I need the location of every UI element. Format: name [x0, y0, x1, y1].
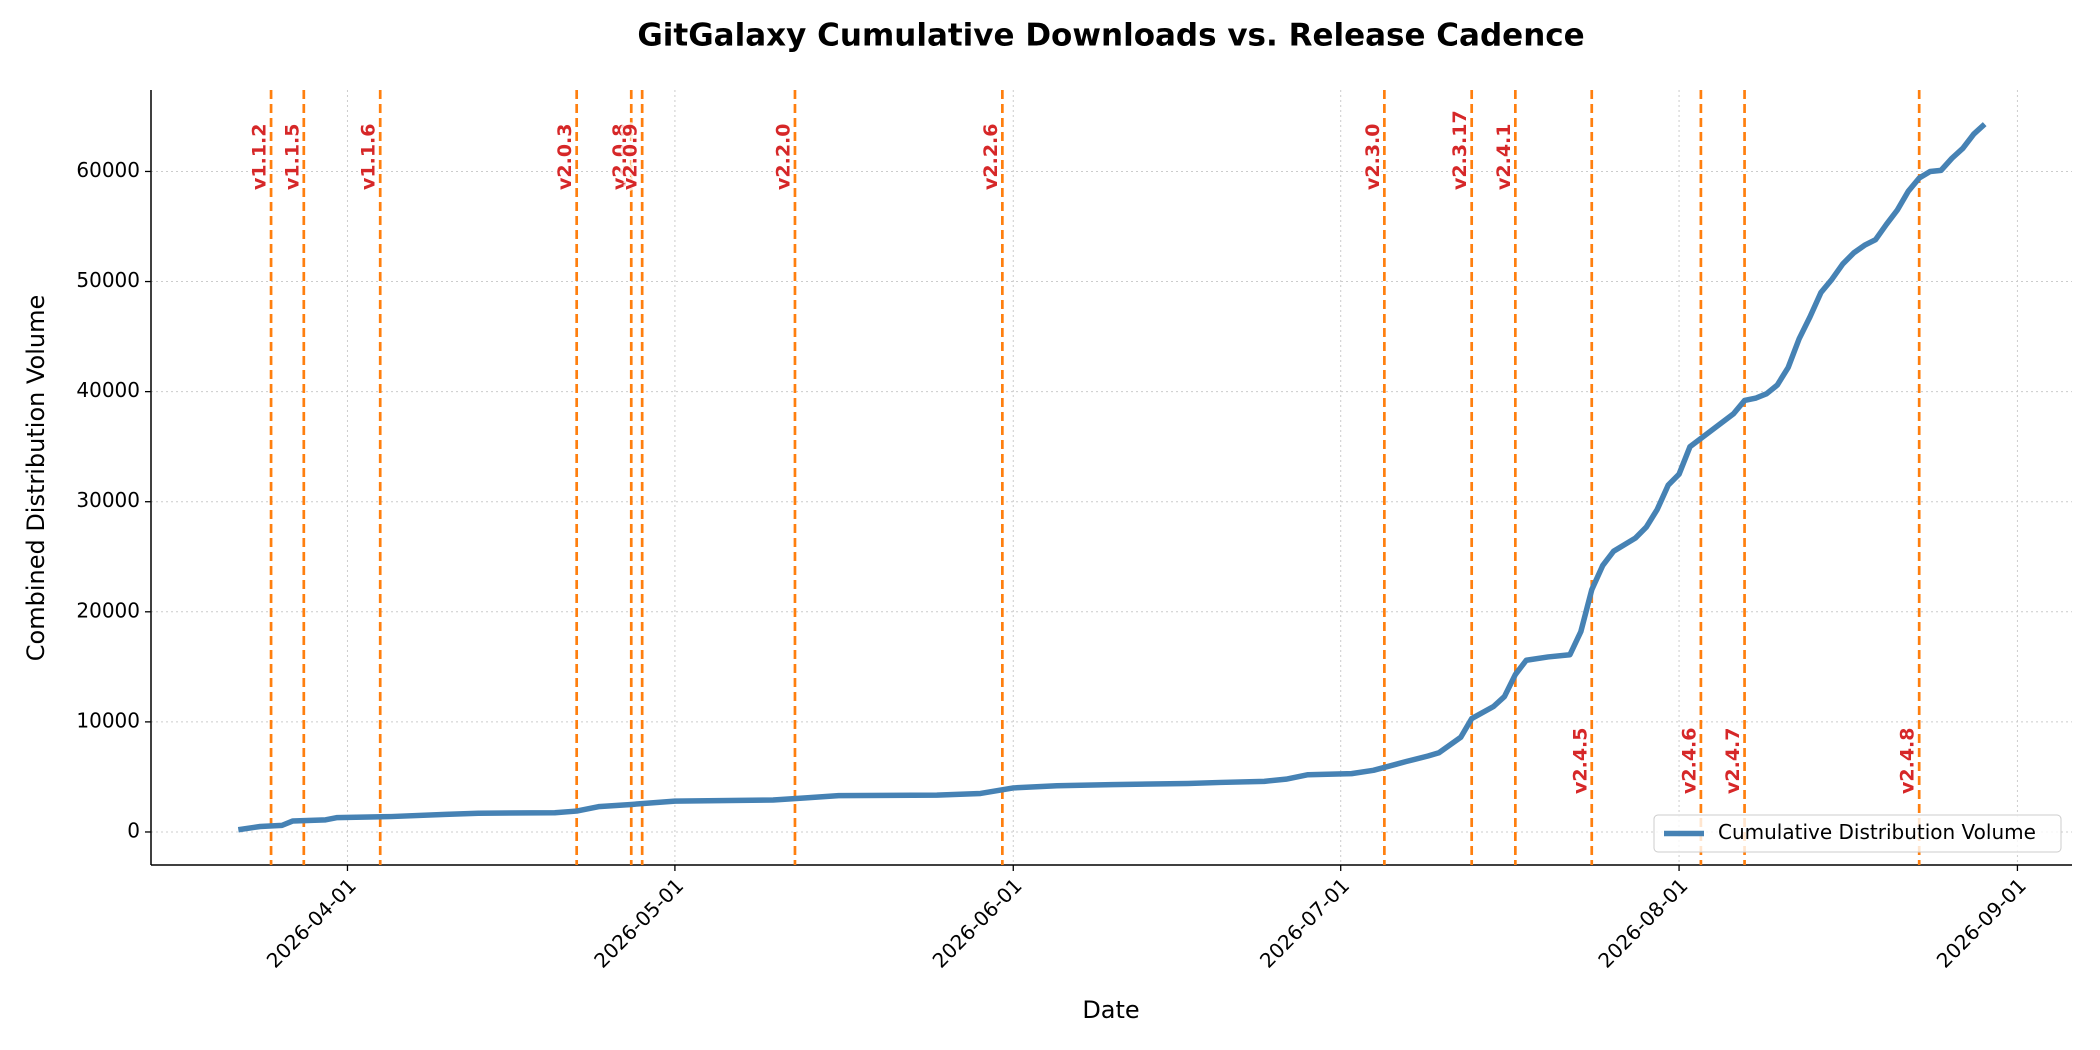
y-tick-label: 60000	[76, 158, 140, 182]
y-axis-label: Combined Distribution Volume	[22, 295, 50, 661]
release-label: v2.4.8	[1897, 728, 1919, 794]
release-label: v2.4.5	[1569, 728, 1591, 794]
legend-label: Cumulative Distribution Volume	[1718, 820, 2036, 844]
x-axis-label: Date	[1082, 996, 1139, 1024]
y-tick-label: 40000	[76, 378, 140, 402]
release-label: v2.3.0	[1362, 124, 1384, 190]
release-label: v2.4.7	[1722, 728, 1744, 794]
x-tick-label: 2026-05-01	[589, 873, 688, 972]
release-label: v2.0.9	[620, 124, 642, 190]
x-tick-label: 2026-06-01	[928, 873, 1027, 972]
release-label: v2.2.0	[772, 124, 794, 190]
legend: Cumulative Distribution Volume	[1653, 814, 2062, 853]
y-tick-label: 50000	[76, 268, 140, 292]
release-label: v2.4.1	[1493, 124, 1515, 190]
x-tick-label: 2026-04-01	[262, 873, 361, 972]
x-tick-label: 2026-07-01	[1255, 873, 1354, 972]
release-label: v2.0.8	[609, 124, 631, 190]
release-label: v1.1.5	[281, 124, 303, 190]
y-tick-label: 10000	[76, 708, 140, 732]
legend-box	[1653, 814, 2062, 853]
series-line	[237, 122, 1987, 833]
y-tick-label: 20000	[76, 598, 140, 622]
release-label: v1.1.6	[358, 124, 380, 190]
release-label: v2.4.6	[1678, 728, 1700, 794]
release-label: v1.1.2	[249, 124, 271, 190]
x-tick-label: 2026-09-01	[1932, 873, 2031, 972]
y-tick-label: 0	[127, 818, 140, 842]
chart-title: GitGalaxy Cumulative Downloads vs. Relea…	[637, 18, 1584, 54]
release-label: v2.3.17	[1449, 110, 1471, 190]
y-tick-label: 30000	[76, 488, 140, 512]
release-label: v2.0.3	[554, 124, 576, 190]
x-tick-label: 2026-08-01	[1593, 873, 1692, 972]
release-label: v2.2.6	[980, 124, 1002, 190]
